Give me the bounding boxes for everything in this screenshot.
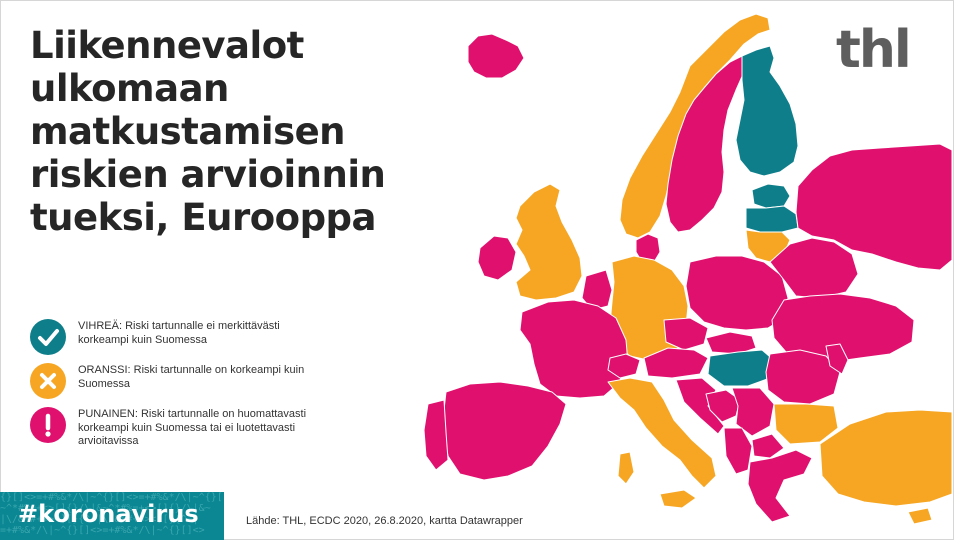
- region-ukraine: [771, 293, 915, 363]
- legend-item-orange: ORANSSI: Riski tartunnalle on korkeampi …: [30, 362, 310, 399]
- region-moldova: [825, 343, 849, 375]
- region-sardinia: [617, 451, 635, 485]
- region-bosnia: [705, 389, 741, 423]
- legend-item-green: VIHREÄ: Riski tartunnalle ei merkittäväs…: [30, 318, 310, 355]
- region-latvia: [745, 205, 799, 233]
- legend-item-red: PUNAINEN: Riski tartunnalle on huomattav…: [30, 406, 310, 449]
- region-bulgaria: [773, 403, 839, 445]
- region-denmark: [635, 233, 661, 263]
- region-belarus: [769, 237, 859, 299]
- legend: VIHREÄ: Riski tartunnalle ei merkittäväs…: [30, 318, 310, 464]
- region-macedonia: [751, 433, 785, 459]
- legend-text-red: PUNAINEN: Riski tartunnalle on huomattav…: [78, 408, 307, 447]
- hashtag-banner: {}[]<>=+#%&*/\|~^{}[]<>=+#%&*/\|~^{}[] ~^…: [0, 492, 224, 540]
- page-title: Liikennevalot ulkomaan matkustamisen ris…: [30, 24, 386, 239]
- region-czechia: [663, 317, 709, 351]
- region-spain: [443, 381, 567, 481]
- region-russia: [795, 143, 953, 271]
- cross-icon: [30, 363, 66, 399]
- region-estonia: [751, 183, 791, 209]
- region-uk: [515, 183, 583, 301]
- region-hungary: [707, 349, 777, 387]
- region-romania: [765, 349, 841, 405]
- region-italy: [607, 377, 717, 489]
- region-austria: [643, 347, 709, 379]
- region-iceland: [467, 33, 525, 79]
- region-finland: [735, 45, 799, 177]
- region-turkey: [819, 409, 953, 507]
- region-croatia: [675, 377, 725, 435]
- source-note: Lähde: THL, ECDC 2020, 26.8.2020, kartta…: [246, 515, 523, 527]
- region-sicily: [659, 489, 697, 509]
- legend-text-green: VIHREÄ: Riski tartunnalle ei merkittäväs…: [78, 320, 280, 346]
- region-ireland: [477, 235, 517, 281]
- region-cyprus: [907, 507, 933, 525]
- banner-pattern: {}[]<>=+#%&*/\|~^{}[]<>=+#%&*/\|~^{}[] ~^…: [0, 492, 224, 536]
- legend-text-orange: ORANSSI: Riski tartunnalle on korkeampi …: [78, 364, 305, 390]
- region-switzerland: [607, 353, 641, 379]
- region-portugal: [423, 399, 449, 471]
- region-benelux: [581, 269, 613, 311]
- region-france: [519, 299, 629, 399]
- region-greece: [747, 449, 813, 523]
- thl-logo: thl: [836, 20, 912, 80]
- check-icon: [30, 319, 66, 355]
- region-serbia: [731, 387, 775, 437]
- hashtag-text: #koronavirus: [18, 500, 199, 528]
- region-montenegro-albania: [723, 427, 753, 475]
- region-slovakia: [705, 331, 757, 355]
- exclamation-icon: [30, 407, 66, 443]
